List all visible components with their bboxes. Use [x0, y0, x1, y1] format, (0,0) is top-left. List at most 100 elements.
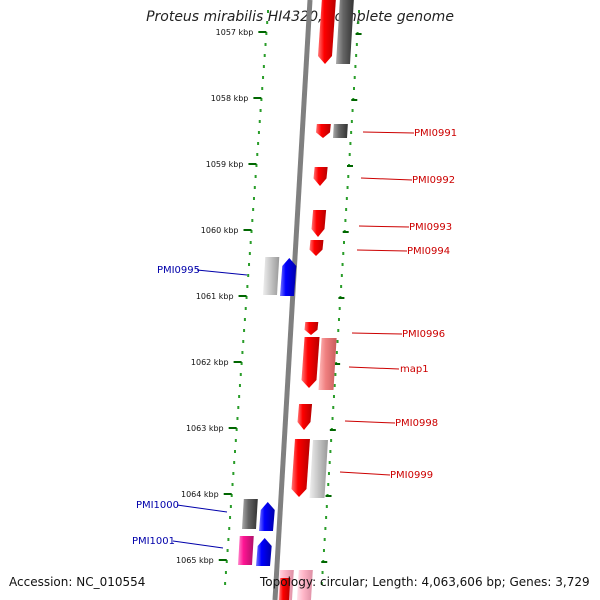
- scale-dot-left: [243, 329, 246, 332]
- scale-dot-left: [238, 384, 241, 387]
- scale-dot-left: [246, 285, 249, 288]
- gene-label: PMI0998: [395, 418, 438, 429]
- gene-leader-line: [196, 269, 248, 276]
- gene-block: [309, 440, 328, 498]
- scale-dot-right: [341, 263, 344, 266]
- scale-dot-right: [333, 384, 336, 387]
- gene-arrow: [304, 322, 319, 335]
- scale-dot-left: [241, 351, 244, 354]
- scale-dot-right: [347, 175, 350, 178]
- scale-dot-right: [338, 307, 341, 310]
- gene-leader-line: [348, 366, 400, 370]
- scale-dot-right: [337, 318, 340, 321]
- scale-dot-left: [225, 560, 228, 563]
- scale-dot-right: [342, 252, 345, 255]
- gene-label: map1: [400, 364, 429, 375]
- gene-label: PMI0995: [157, 265, 200, 276]
- scale-dot-left: [233, 461, 236, 464]
- scale-dot-left: [267, 10, 269, 13]
- scale-dot-left: [260, 98, 263, 101]
- scale-dot-right: [349, 142, 352, 145]
- scale-dot-right: [346, 186, 349, 189]
- scale-dot-right: [330, 439, 333, 442]
- gene-arrow: [309, 240, 324, 256]
- gene-arrow: [301, 337, 320, 388]
- scale-dot-left: [263, 54, 266, 57]
- scale-dot-right: [325, 516, 328, 519]
- scale-dot-left: [229, 516, 232, 519]
- scale-tick-label: 1064 kbp: [181, 490, 219, 499]
- scale-dot-left: [250, 230, 253, 233]
- scale-dot-right: [358, 10, 360, 13]
- gene-label: PMI0996: [402, 329, 445, 340]
- scale-dot-right: [331, 417, 334, 420]
- scale-dot-left: [226, 549, 229, 552]
- gene-block: [333, 124, 348, 138]
- gene-label: PMI1000: [136, 500, 179, 511]
- scale-dot-left: [261, 87, 264, 90]
- scale-dot-left: [244, 307, 247, 310]
- gene-block: [242, 499, 258, 529]
- scale-dot-left: [258, 120, 261, 123]
- gene-arrow: [259, 502, 275, 531]
- scale-dot-right: [334, 373, 337, 376]
- scale-tick-label: 1061 kbp: [196, 292, 234, 301]
- scale-dot-left: [249, 241, 252, 244]
- scale-dot-right: [337, 329, 340, 332]
- scale-dot-right: [324, 527, 327, 530]
- scale-dot-right: [355, 43, 358, 46]
- scale-dot-left: [227, 538, 230, 541]
- scale-dot-left: [265, 32, 268, 35]
- scale-dot-right: [345, 197, 348, 200]
- gene-arrow: [316, 124, 331, 138]
- scale-dot-left: [235, 428, 238, 431]
- scale-dot-left: [248, 263, 251, 266]
- scale-tick-label: 1060 kbp: [201, 226, 239, 235]
- gene-leader-line: [351, 332, 403, 335]
- scale-dot-left: [236, 417, 239, 420]
- scale-dot-right: [325, 505, 328, 508]
- scale-dot-left: [257, 142, 260, 145]
- gene-block: [263, 257, 280, 295]
- gene-arrow: [313, 167, 328, 186]
- gene-leader-line: [356, 249, 408, 252]
- scale-dot-left: [253, 186, 256, 189]
- scale-dot-left: [251, 219, 254, 222]
- scale-dot-left: [234, 450, 236, 453]
- scale-dot-left: [248, 252, 251, 255]
- scale-dot-left: [228, 527, 231, 530]
- gene-arrow: [311, 210, 327, 237]
- gene-block: [318, 338, 337, 390]
- scale-dot-right: [353, 76, 356, 79]
- gene-arrow: [291, 439, 310, 497]
- scale-dot-left: [257, 131, 260, 134]
- gene-leader-line: [339, 471, 391, 476]
- scale-dot-right: [321, 571, 324, 574]
- genome-summary: Topology: circular; Length: 4,063,606 bp…: [260, 575, 590, 589]
- scale-dot-right: [342, 241, 345, 244]
- gene-leader-line: [362, 131, 415, 134]
- scale-tick-label: 1063 kbp: [186, 424, 224, 433]
- scale-dots: [224, 10, 360, 585]
- scale-dot-right: [345, 208, 348, 211]
- scale-tick-label: 1058 kbp: [211, 94, 249, 103]
- gene-arrow: [297, 404, 313, 430]
- gene-leader-line: [358, 225, 410, 228]
- scale-dot-left: [259, 109, 262, 112]
- scale-dot-left: [243, 318, 246, 321]
- scale-dot-right: [357, 21, 360, 24]
- gene-block: [297, 570, 313, 600]
- scale-dot-left: [264, 43, 267, 46]
- scale-dot-right: [322, 549, 325, 552]
- gene-label: PMI0992: [412, 175, 455, 186]
- gene-label: PMI0999: [390, 470, 433, 481]
- scale-dot-left: [230, 494, 233, 497]
- gene-labels: PMI0991 PMI0992 PMI0993 PMI0994 PMI0995 PMI09…: [132, 128, 457, 549]
- gene-block: [279, 578, 291, 600]
- gene-label: PMI0993: [409, 222, 452, 233]
- scale-dot-left: [224, 571, 227, 574]
- scale-dot-left: [252, 208, 255, 211]
- scale-dot-right: [350, 120, 353, 123]
- gene-label: PMI1001: [132, 536, 175, 547]
